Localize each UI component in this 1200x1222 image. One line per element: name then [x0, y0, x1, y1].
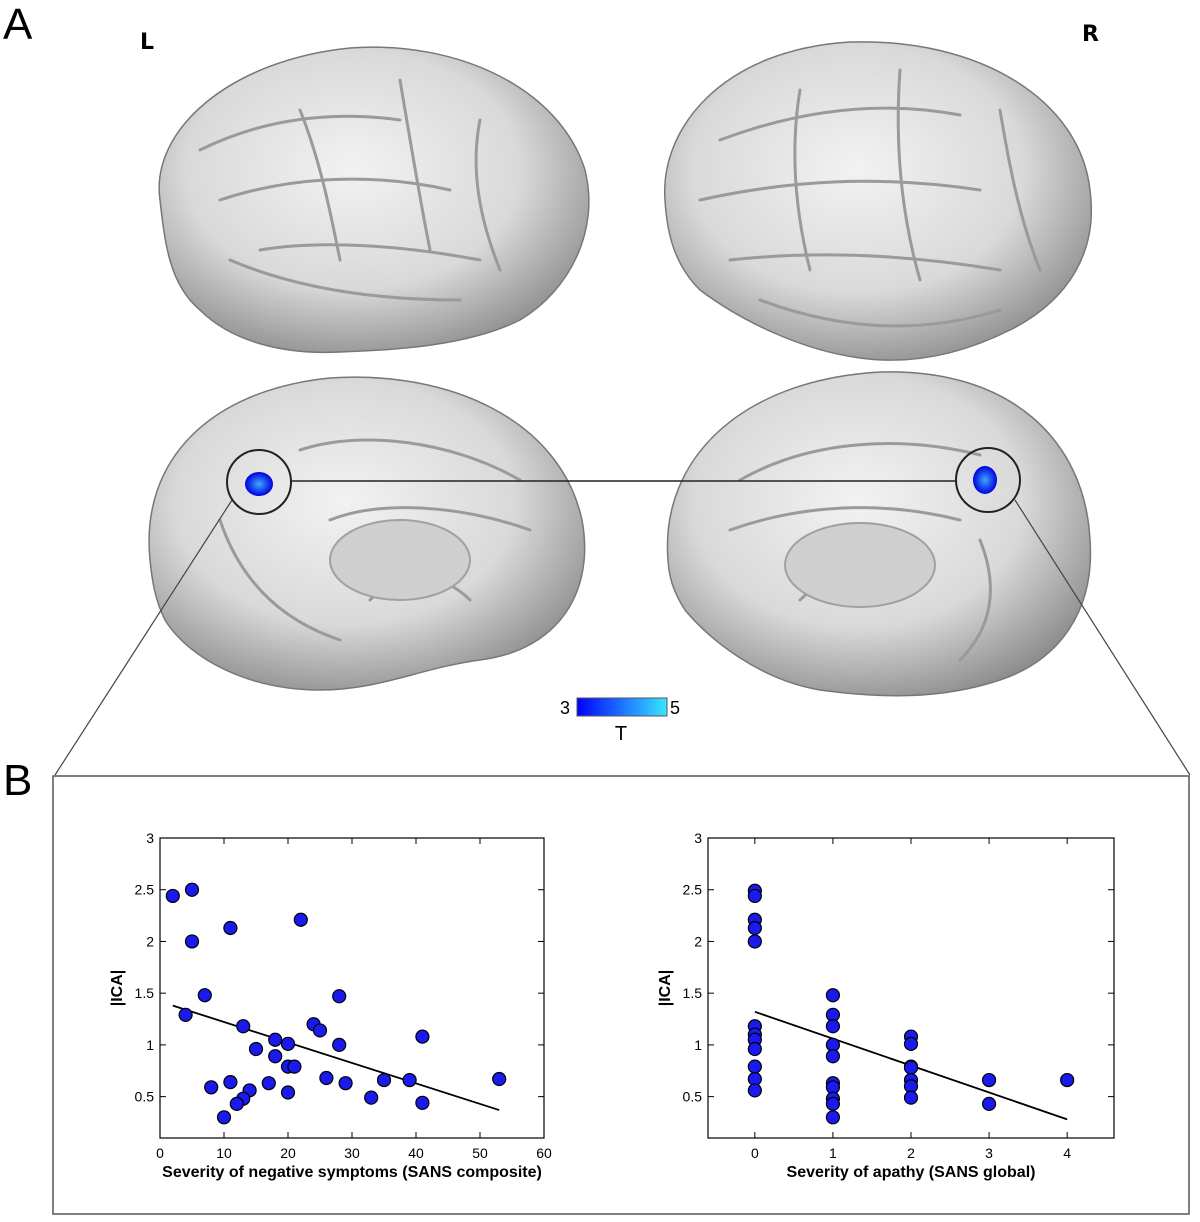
y-tick-label: 1.5 — [683, 985, 703, 1001]
x-tick-label: 1 — [829, 1145, 837, 1161]
data-point — [197, 988, 212, 1003]
data-point — [415, 1095, 430, 1110]
y-tick-label: 2.5 — [135, 882, 155, 898]
colorbar-title: T — [615, 723, 627, 745]
data-point — [204, 1080, 219, 1095]
y-axis-label: |ICA| — [109, 970, 126, 1007]
panel-label-a: A — [3, 0, 33, 49]
data-point — [747, 920, 762, 936]
data-point — [338, 1076, 353, 1091]
roi-circle-left — [226, 449, 292, 515]
panel-label-b: B — [3, 756, 33, 805]
y-tick-label: 0.5 — [683, 1089, 703, 1105]
left-hemisphere-label: L — [140, 30, 155, 55]
data-point — [825, 1049, 841, 1064]
y-tick-label: 2 — [146, 933, 154, 949]
x-tick-label: 4 — [1063, 1145, 1071, 1161]
zoom-line-right — [1014, 499, 1191, 776]
x-tick-label: 3 — [985, 1145, 993, 1161]
colorbar-max-label: 5 — [670, 698, 680, 718]
data-point — [223, 920, 238, 936]
brain-right-medial — [666, 371, 1092, 697]
brain-left-medial — [148, 376, 586, 691]
y-tick-label: 0.5 — [135, 1089, 155, 1105]
panel-b-frame — [52, 775, 1190, 1215]
x-tick-label: 0 — [751, 1145, 759, 1161]
data-point — [248, 1041, 264, 1057]
x-tick-label: 20 — [280, 1145, 296, 1161]
data-point — [184, 934, 200, 949]
data-point — [280, 1085, 296, 1100]
data-point — [747, 1041, 762, 1057]
x-tick-label: 40 — [408, 1145, 424, 1161]
y-axis-label: |ICA| — [657, 970, 674, 1007]
scatter-chart-sans-apathy: 0 1 2 3 4 0.5 1 1.5 2 2.5 3 Severity of apathy (SAN… — [657, 830, 1115, 1181]
y-tick-label: 3 — [146, 830, 154, 846]
data-point — [229, 1096, 244, 1111]
y-tick-label: 3 — [694, 830, 702, 846]
data-point — [236, 1019, 251, 1034]
right-hemisphere-label: R — [1082, 22, 1099, 47]
data-point — [747, 1083, 762, 1098]
activation-cluster-right — [973, 466, 997, 494]
data-point — [825, 988, 841, 1003]
data-point — [402, 1072, 417, 1088]
data-point — [268, 1032, 283, 1047]
data-point — [903, 1090, 919, 1105]
data-point — [165, 888, 180, 904]
data-point — [376, 1072, 392, 1088]
roi-circle-right — [955, 447, 1021, 513]
data-point — [825, 1110, 841, 1125]
data-point — [319, 1070, 334, 1086]
colorbar-min-label: 3 — [560, 698, 570, 718]
data-point — [825, 1096, 841, 1111]
data-point — [747, 1059, 762, 1074]
data-point — [825, 1019, 841, 1034]
y-tick-label: 1 — [694, 1037, 702, 1053]
data-point — [178, 1007, 193, 1022]
data-point — [903, 1036, 919, 1051]
x-tick-label: 30 — [344, 1145, 360, 1161]
data-point — [184, 882, 200, 897]
x-axis-label: Severity of negative symptoms (SANS comp… — [162, 1164, 542, 1181]
brain-right-lateral — [664, 41, 1092, 361]
x-tick-label: 60 — [536, 1145, 552, 1161]
data-point — [287, 1059, 302, 1074]
zoom-line-left — [54, 499, 233, 776]
data-point — [261, 1076, 276, 1091]
data-point — [312, 1023, 328, 1038]
data-point — [293, 912, 308, 927]
data-point — [268, 1049, 283, 1064]
data-point — [216, 1110, 232, 1125]
data-point — [903, 1060, 919, 1075]
data-point — [747, 888, 762, 904]
y-tick-label: 2.5 — [683, 882, 703, 898]
x-tick-label: 10 — [216, 1145, 232, 1161]
regression-line — [172, 1004, 500, 1111]
y-tick-label: 1 — [146, 1037, 154, 1053]
x-tick-label: 0 — [156, 1145, 164, 1161]
data-point — [981, 1072, 997, 1088]
plot-area-frame — [159, 837, 545, 1139]
data-point — [223, 1075, 238, 1090]
data-point — [364, 1090, 379, 1105]
data-point — [332, 989, 347, 1004]
data-point — [747, 934, 762, 949]
y-tick-label: 1.5 — [135, 985, 155, 1001]
scatter-chart-sans-composite: 0 10 20 30 40 50 60 0.5 1 1.5 2 2.5 3 Severity of neg… — [109, 830, 552, 1181]
colorbar: 3 5 T — [560, 697, 680, 745]
colorbar-gradient — [576, 697, 668, 717]
x-tick-label: 50 — [472, 1145, 488, 1161]
data-point — [1060, 1072, 1075, 1088]
data-point — [415, 1029, 430, 1044]
activation-cluster-left — [245, 472, 273, 496]
x-axis-label: Severity of apathy (SANS global) — [787, 1164, 1036, 1181]
x-tick-label: 2 — [907, 1145, 915, 1161]
data-point — [981, 1096, 997, 1111]
data-point — [332, 1037, 347, 1052]
data-point — [280, 1036, 296, 1051]
y-tick-label: 2 — [694, 933, 702, 949]
data-point — [492, 1071, 507, 1087]
brain-left-lateral — [158, 46, 590, 354]
